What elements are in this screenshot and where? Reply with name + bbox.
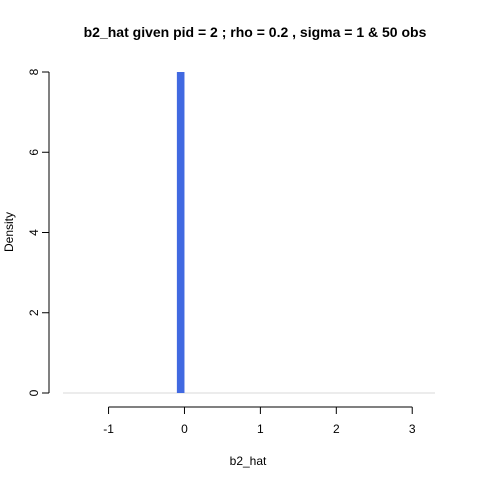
y-tick-label: 4 (27, 229, 41, 236)
histogram-bar-0 (176, 72, 185, 393)
x-tick-label: 2 (333, 422, 340, 436)
x-axis: -1 0 1 2 3 (103, 406, 416, 436)
x-tick-label: 1 (257, 422, 264, 436)
y-tick-label: 6 (27, 149, 41, 156)
x-tick-label: 0 (181, 422, 188, 436)
x-tick-label: 3 (409, 422, 416, 436)
y-tick-label: 2 (27, 309, 41, 316)
y-axis-label: Density (2, 212, 16, 252)
x-tick-label: -1 (103, 422, 114, 436)
y-tick-label: 0 (27, 389, 41, 396)
x-axis-label: b2_hat (230, 454, 267, 468)
chart-title: b2_hat given pid = 2 ; rho = 0.2 , sigma… (84, 24, 427, 40)
y-tick-label: 8 (27, 68, 41, 75)
plot-area (63, 72, 435, 394)
y-axis: 0 2 4 6 8 (27, 68, 50, 396)
